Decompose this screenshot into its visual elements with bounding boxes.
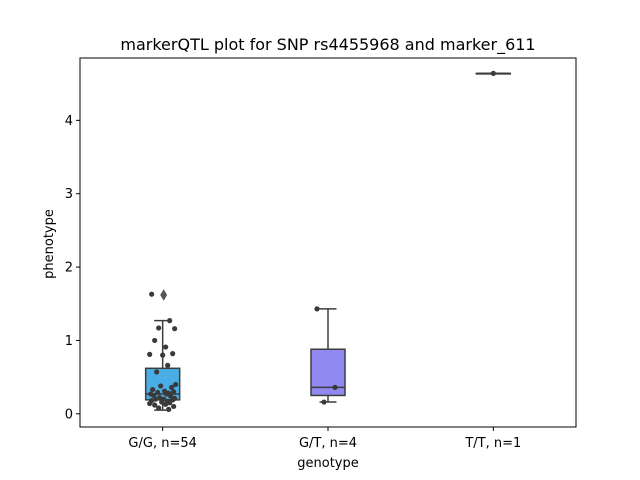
data-point [153,396,159,402]
data-point [157,395,163,401]
data-point [156,325,162,331]
data-point [147,400,153,407]
y-tick-label: 2 [65,261,73,276]
data-point [169,384,175,390]
x-tick-label: G/G, n=54 [128,436,196,451]
plot-frame [79,57,577,428]
y-tick-label: 4 [65,114,73,129]
data-point [155,389,161,396]
data-point [160,352,166,358]
data-point [152,402,158,408]
data-point [158,383,164,389]
data-point [150,386,156,393]
data-point [165,362,171,368]
data-point [166,406,172,412]
data-point [156,405,162,411]
data-point [172,326,178,332]
y-tick-label: 0 [65,407,73,422]
data-point [173,381,179,388]
y-tick-label: 3 [65,187,73,202]
data-point [164,391,170,397]
outlier-marker [160,289,168,301]
data-point [167,400,173,406]
plot-area: 0 1 2 3 4 G/G, n=54 G/T, n=4 T/T, n=1 [65,57,577,451]
data-point [152,337,158,344]
data-point [314,306,320,312]
data-point [167,318,173,324]
data-point [163,401,169,407]
data-point [490,70,496,77]
data-point [154,369,160,375]
y-axis-label: phenotype [42,209,57,279]
data-point [159,399,165,405]
data-point [149,291,155,297]
data-point [171,389,177,395]
data-point [321,399,327,405]
data-point [170,351,176,357]
x-tick-label: T/T, n=1 [464,436,521,451]
data-point [332,384,338,390]
y-tick-label: 1 [65,334,73,349]
x-axis-label: genotype [297,456,358,471]
data-point [147,351,153,357]
box [310,348,346,397]
x-tick-label: G/T, n=4 [299,436,357,451]
data-point [163,344,169,350]
chart-title: markerQTL plot for SNP rs4455968 and mar… [120,35,535,55]
data-point [171,403,177,410]
